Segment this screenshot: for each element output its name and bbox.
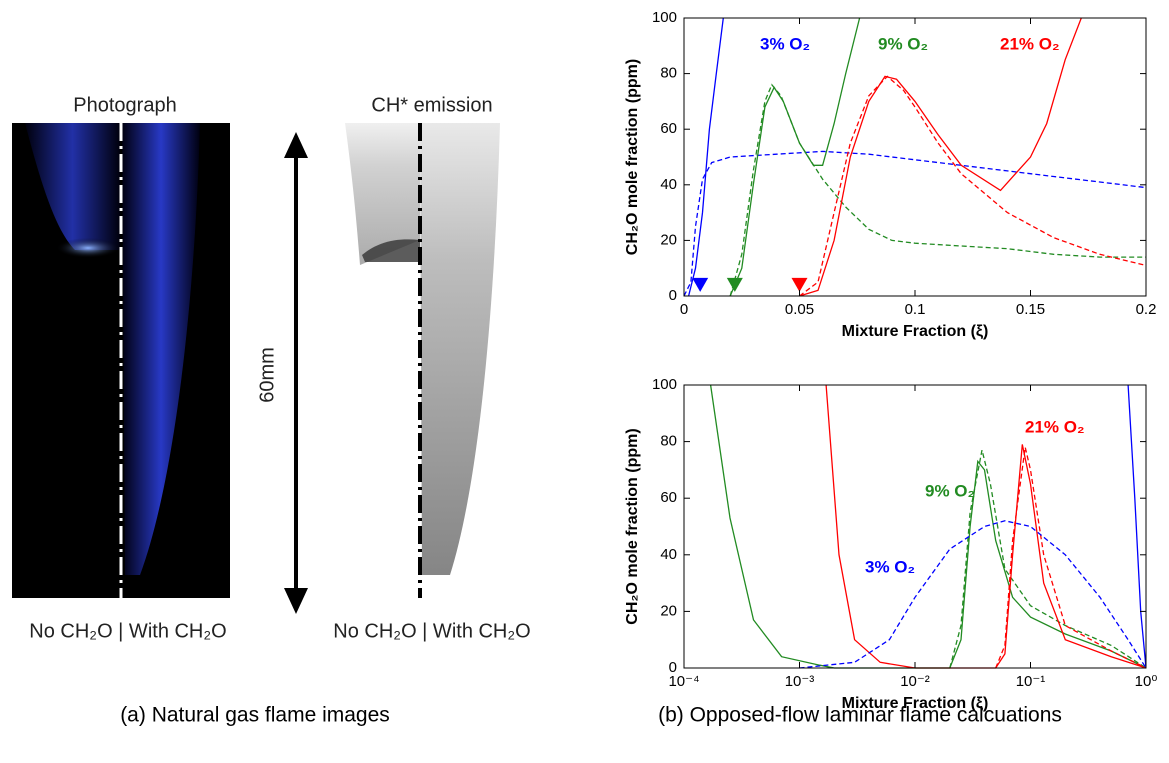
y-tick-label: 0 — [669, 287, 677, 304]
y-axis-title: CH₂O mole fraction (ppm) — [624, 59, 641, 255]
series-line — [949, 449, 1146, 669]
series-line — [799, 520, 1146, 669]
emission-title: CH* emission — [371, 94, 492, 116]
series-line — [709, 384, 1146, 669]
y-tick-label: 100 — [652, 9, 677, 26]
x-tick-label: 10⁻³ — [785, 673, 815, 690]
photograph — [12, 123, 230, 598]
annotation: 9% O₂ — [878, 34, 928, 53]
plot-frame — [683, 17, 1147, 297]
photo-title: Photograph — [73, 94, 176, 116]
y-tick-label: 20 — [660, 602, 677, 619]
photo-label: No CH₂O | With CH₂O — [29, 620, 226, 642]
annotation: 3% O₂ — [760, 34, 810, 53]
x-tick-label: 10⁰ — [1135, 673, 1158, 690]
series-line — [1127, 384, 1146, 669]
scale-arrow — [284, 132, 308, 614]
caption: (b) Opposed-flow laminar flame calcuatio… — [658, 704, 1062, 727]
y-tick-label: 0 — [669, 659, 677, 676]
x-tick-label: 10⁻⁴ — [668, 673, 699, 690]
scale-label: 60mm — [256, 347, 278, 403]
series-line — [684, 150, 1146, 297]
y-tick-label: 80 — [660, 65, 677, 82]
marker — [791, 277, 808, 292]
emission-right — [420, 123, 500, 575]
series-line — [687, 17, 724, 297]
emission-label: No CH₂O | With CH₂O — [333, 620, 530, 642]
annotation: 3% O₂ — [865, 557, 915, 576]
series-line — [729, 17, 861, 297]
x-tick-label: 0.2 — [1136, 301, 1157, 318]
flame-base — [56, 238, 120, 258]
y-tick-label: 60 — [660, 489, 677, 506]
series-line — [799, 17, 1082, 297]
marker — [726, 277, 743, 292]
y-tick-label: 60 — [660, 120, 677, 137]
y-axis-title: CH₂O mole fraction (ppm) — [624, 428, 641, 624]
annotation: 9% O₂ — [925, 481, 975, 500]
x-tick-label: 0.15 — [1016, 301, 1045, 318]
emission-left — [345, 123, 420, 265]
caption: (a) Natural gas flame images — [120, 704, 390, 727]
annotation: 21% O₂ — [1000, 34, 1060, 53]
attached-flame — [122, 123, 200, 575]
x-axis-title: Mixture Fraction (ξ) — [842, 323, 989, 340]
series-line — [729, 83, 1146, 297]
series-line — [825, 384, 1146, 669]
y-tick-label: 20 — [660, 231, 677, 248]
x-tick-label: 0 — [680, 301, 688, 318]
y-tick-label: 100 — [652, 376, 677, 393]
lifted-flame — [25, 123, 120, 250]
y-tick-label: 40 — [660, 176, 677, 193]
x-tick-label: 0.1 — [905, 301, 926, 318]
x-tick-label: 10⁻² — [900, 673, 930, 690]
y-tick-label: 40 — [660, 546, 677, 563]
x-tick-label: 0.05 — [785, 301, 814, 318]
x-tick-label: 10⁻¹ — [1016, 673, 1046, 690]
annotation: 21% O₂ — [1025, 417, 1085, 436]
y-tick-label: 80 — [660, 433, 677, 450]
emission-image — [345, 123, 500, 598]
marker — [692, 277, 709, 292]
emission-base — [362, 239, 420, 262]
x-axis-title: Mixture Fraction (ξ) — [842, 695, 989, 712]
series-line — [995, 447, 1146, 669]
series-line — [799, 75, 1146, 297]
